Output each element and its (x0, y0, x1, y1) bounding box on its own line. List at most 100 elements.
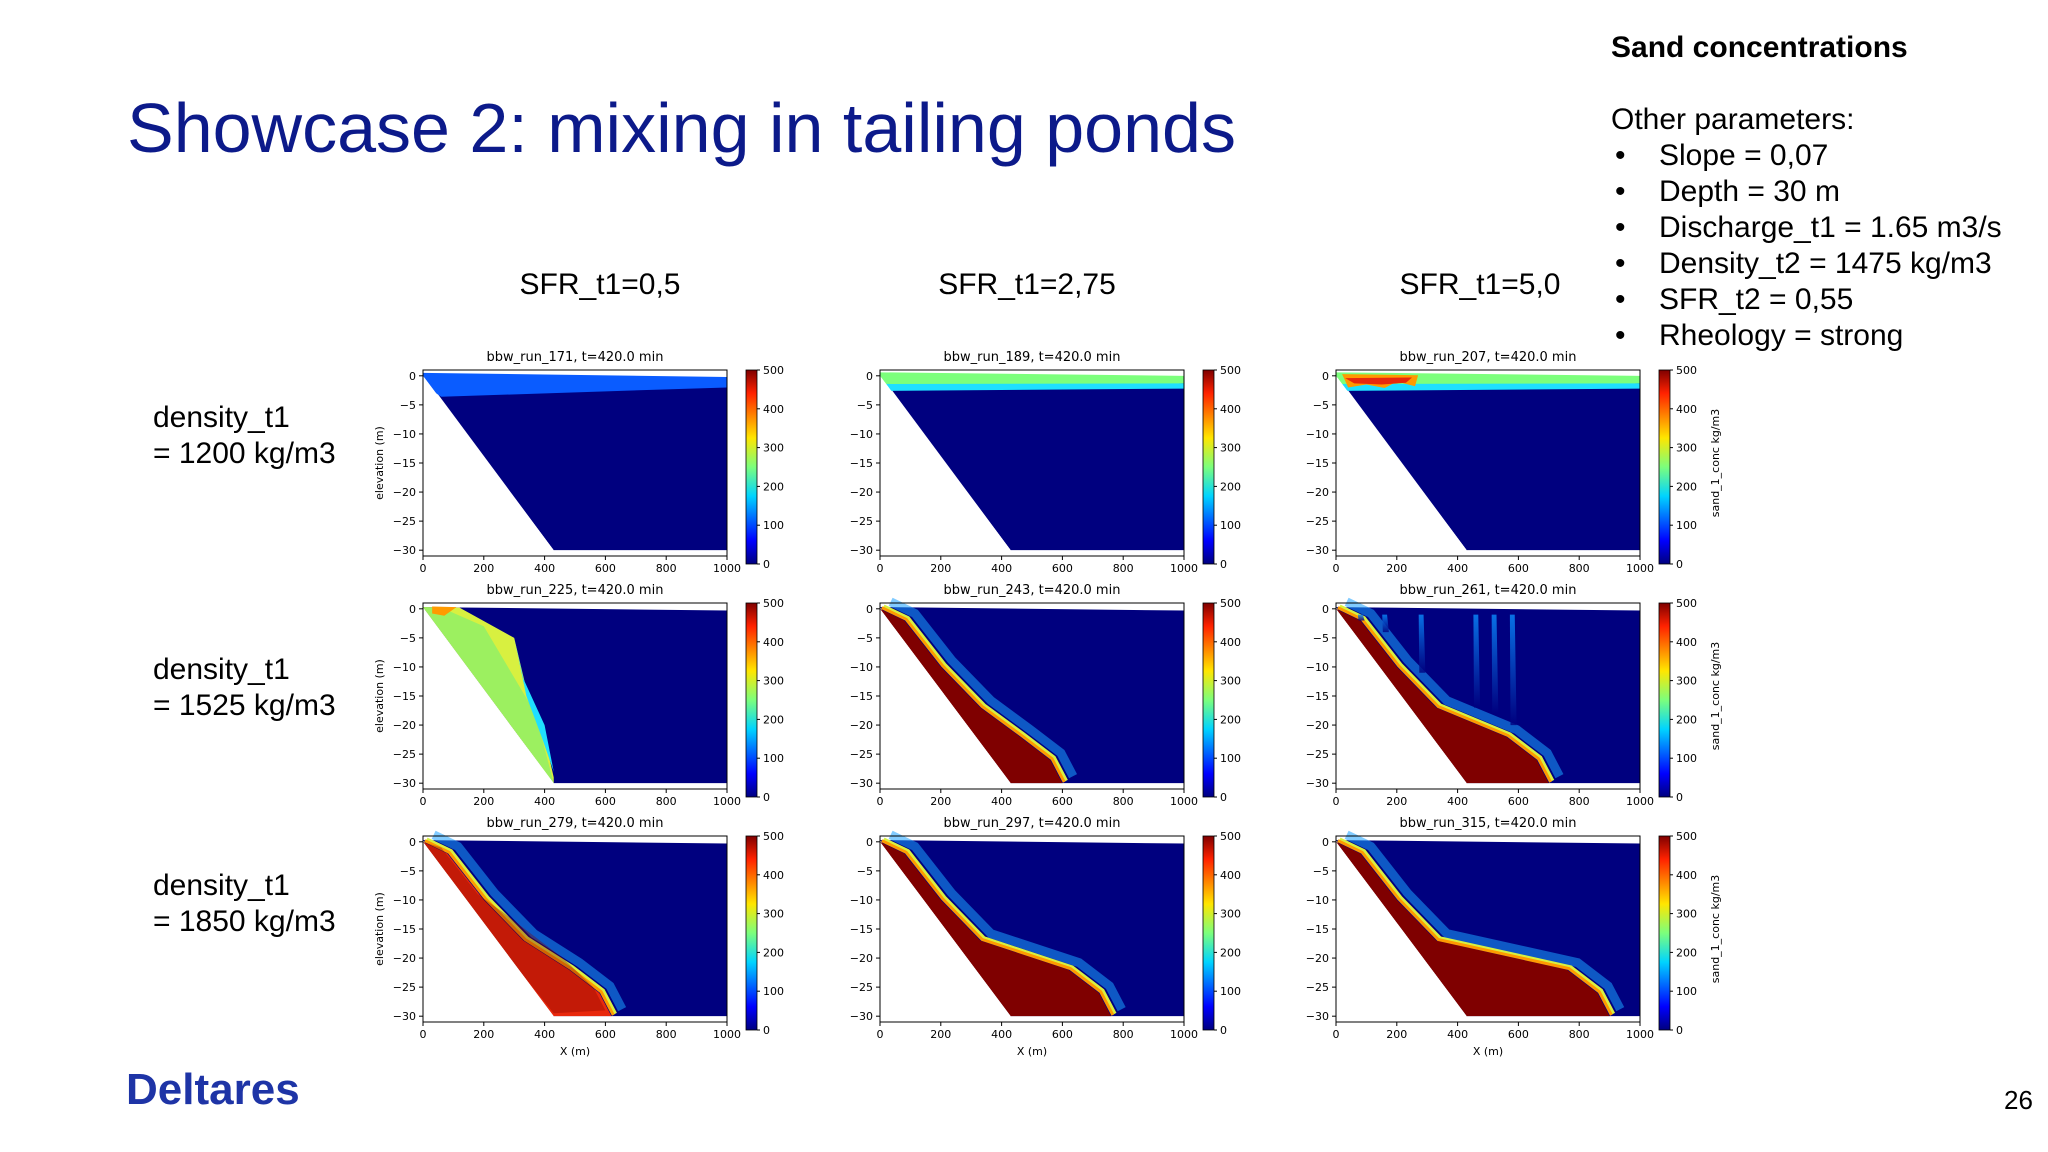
colorbar-tick-label: 500 (763, 597, 784, 610)
x-tick-label: 1000 (713, 795, 741, 808)
y-tick-label: −30 (850, 544, 873, 557)
vertical-plume (1491, 614, 1499, 714)
panel-title: bbw_run_243, t=420.0 min (944, 583, 1121, 598)
y-tick-label: 0 (866, 603, 873, 616)
water-body (880, 840, 1184, 1017)
deposit-layer (1336, 841, 1610, 1017)
colorbar-tick-label: 400 (1676, 636, 1697, 649)
colorbar-tick-label: 100 (1676, 752, 1697, 765)
y-axis-label: elevation (m) (373, 426, 386, 500)
parameter-list: Slope = 0,07 Depth = 30 m Discharge_t1 =… (1611, 138, 2041, 354)
x-tick-label: 0 (1333, 1028, 1340, 1041)
panel-title: bbw_run_297, t=420.0 min (944, 816, 1121, 831)
colorbar-tick-label: 100 (1220, 519, 1241, 532)
colorbar-label: sand_1_conc kg/m3 (1709, 875, 1722, 984)
colorbar-tick-label: 0 (763, 558, 770, 571)
y-tick-label: −10 (1306, 894, 1329, 907)
colorbar (1658, 369, 1671, 565)
panel-title: bbw_run_279, t=420.0 min (487, 816, 664, 831)
y-tick-label: −10 (850, 661, 873, 674)
y-tick-label: −15 (393, 923, 416, 936)
row-label: density_t1 = 1200 kg/m3 (153, 401, 336, 470)
water-body (880, 607, 1184, 784)
colorbar-tick-label: 200 (1220, 946, 1241, 959)
colorbar-tick-label: 500 (763, 830, 784, 843)
outside-domain (1336, 375, 1467, 556)
x-tick-label: 400 (534, 795, 555, 808)
outside-domain (423, 841, 554, 1022)
x-tick-label: 200 (930, 1028, 951, 1041)
y-tick-label: −5 (1313, 632, 1329, 645)
colorbar-tick-label: 200 (1676, 713, 1697, 726)
heatmap-panel: bbw_run_297, t=420.0 min 0 −5 −10 −15 −20 −25 −… (850, 816, 1241, 1058)
colorbar-tick-label: 0 (1676, 791, 1683, 804)
panel-title: bbw_run_171, t=420.0 min (487, 350, 664, 365)
plume-edge (881, 606, 1066, 783)
colorbar-tick-label: 500 (1220, 364, 1241, 377)
colorbar-tick-label: 0 (1676, 1024, 1683, 1037)
colorbar-tick-label: 500 (1676, 830, 1697, 843)
y-tick-label: 0 (409, 370, 416, 383)
x-tick-label: 0 (1333, 562, 1340, 575)
y-tick-label: −25 (1306, 515, 1329, 528)
parameter-item: Discharge_t1 = 1.65 m3/s (1611, 210, 2041, 246)
colorbar-tick-label: 100 (763, 985, 784, 998)
x-tick-label: 1000 (1626, 562, 1654, 575)
plume-edge (431, 830, 627, 1012)
colorbar-tick-label: 400 (763, 403, 784, 416)
x-axis-label: X (m) (1473, 1045, 1503, 1058)
y-tick-label: −20 (393, 486, 416, 499)
y-tick-label: −10 (1306, 428, 1329, 441)
heatmap-panel: bbw_run_207, t=420.0 min 0 −5 −10 −15 −20 −25 −… (1306, 350, 1722, 575)
heatmap-panel: bbw_run_225, t=420.0 min 0 −5 −10 −15 −20 −25 −… (373, 583, 784, 808)
x-tick-label: 400 (991, 795, 1012, 808)
outside-domain (423, 608, 554, 789)
colorbar (1202, 835, 1215, 1031)
parameter-item: SFR_t2 = 0,55 (1611, 282, 2041, 318)
y-tick-label: −20 (1306, 486, 1329, 499)
y-tick-label: −10 (393, 428, 416, 441)
x-tick-label: 200 (473, 795, 494, 808)
y-axis-label: elevation (m) (373, 659, 386, 733)
colorbar-tick-label: 0 (1220, 1024, 1227, 1037)
colorbar-tick-label: 200 (763, 480, 784, 493)
x-tick-label: 1000 (1170, 1028, 1198, 1041)
y-tick-label: 0 (1322, 836, 1329, 849)
y-tick-label: −25 (393, 748, 416, 761)
y-tick-label: 0 (1322, 603, 1329, 616)
plume-edge (1338, 837, 1616, 1015)
panel-title: bbw_run_315, t=420.0 min (1400, 816, 1577, 831)
sediment-wedge (423, 607, 554, 784)
colorbar-tick-label: 400 (763, 636, 784, 649)
colorbar (745, 369, 758, 565)
x-tick-label: 600 (1052, 1028, 1073, 1041)
colorbar-tick-label: 0 (763, 791, 770, 804)
colorbar-tick-label: 500 (1676, 364, 1697, 377)
vertical-plume (1509, 614, 1517, 726)
colorbar-tick-label: 400 (1220, 636, 1241, 649)
x-tick-label: 0 (420, 562, 427, 575)
plume-edge (882, 837, 1117, 1015)
plume-edge (424, 839, 615, 1016)
plume-edge (425, 837, 617, 1015)
colorbar-tick-label: 200 (763, 946, 784, 959)
deposit-layer (880, 841, 1112, 1017)
x-tick-label: 1000 (713, 1028, 741, 1041)
y-tick-label: −5 (400, 399, 416, 412)
vertical-plume (1382, 614, 1389, 633)
x-tick-label: 400 (1447, 795, 1468, 808)
column-title: SFR_t1=5,0 (1399, 268, 1561, 301)
colorbar-tick-label: 500 (1676, 597, 1697, 610)
y-tick-label: −25 (850, 748, 873, 761)
y-tick-label: −10 (850, 428, 873, 441)
x-tick-label: 200 (1386, 795, 1407, 808)
parameter-item: Slope = 0,07 (1611, 138, 2041, 174)
colorbar-tick-label: 300 (1220, 675, 1241, 688)
colorbar-tick-label: 300 (1676, 908, 1697, 921)
x-tick-label: 600 (1508, 562, 1529, 575)
y-tick-label: −25 (850, 981, 873, 994)
colorbar-tick-label: 400 (1220, 869, 1241, 882)
x-tick-label: 800 (1569, 795, 1590, 808)
x-tick-label: 1000 (1170, 795, 1198, 808)
